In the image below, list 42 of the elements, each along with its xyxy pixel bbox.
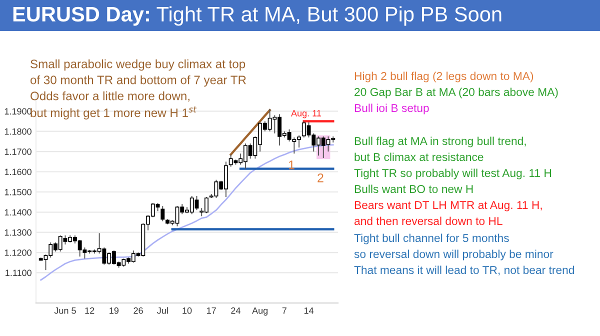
- x-tick-label: 7: [282, 308, 286, 314]
- text: That means it will lead to TR, not bear trend: [354, 266, 574, 276]
- text: 20 Gap Bar B at MA (20 bars above MA): [354, 88, 558, 98]
- x-tick-label: Aug: [252, 308, 268, 316]
- y-tick-label: 1.1700: [4, 148, 32, 155]
- text: and then reversal down to HL: [354, 216, 502, 226]
- candlestick: [160, 206, 165, 222]
- text: Tight bull channel for 5 months: [354, 234, 509, 244]
- annotation: 2: [318, 174, 324, 182]
- text: Tight TR so probably will test Aug. 11 H: [354, 168, 551, 180]
- x-tick-label: 17: [207, 308, 216, 314]
- annotation: Aug. 11: [291, 110, 322, 118]
- text: High 2 bull flag (2 legs down to MA): [354, 72, 534, 82]
- x-tick-label: 10: [182, 307, 192, 314]
- text: Bulls want BO to new H: [354, 184, 473, 194]
- y-tick-label: 1.1300: [4, 229, 32, 236]
- text: but B climax at resistance: [354, 152, 484, 162]
- y-tick-label: 1.1600: [4, 168, 32, 176]
- x-tick-label: Jul: [157, 307, 168, 314]
- text: of 30 month TR and bottom of 7 year TR: [30, 75, 246, 87]
- annotation: Odds favor a little more down,: [30, 91, 190, 102]
- text: Bull ioi B setup: [354, 104, 429, 114]
- text: Bull flag at MA in strong bull trend,: [354, 136, 526, 148]
- y-tick-label: 1.1100: [6, 270, 32, 276]
- text: so reversal down will probably be minor: [354, 250, 554, 260]
- x-tick-label: 24: [231, 307, 240, 314]
- text: Small parabolic wedge buy climax at top: [30, 59, 246, 71]
- x-tick-label: 14: [304, 308, 314, 314]
- x-tick-label: Jun 5: [54, 308, 76, 314]
- x-tick-label: 12: [85, 307, 94, 314]
- y-tick-label: 1.1200: [4, 249, 32, 256]
- y-tick-label: 1.1800: [4, 128, 32, 135]
- x-tick-label: 26: [134, 307, 143, 314]
- text: Bears want DT LH MTR at Aug. 11 H,: [354, 201, 542, 212]
- line-series: [230, 109, 271, 156]
- y-tick-label: 1.1400: [4, 209, 32, 216]
- y-tick-label: 1.1500: [4, 188, 32, 196]
- annotation: but might get 1 more new H 1$^{st}$: [30, 106, 197, 120]
- x-tick-label: 19: [110, 307, 119, 314]
- y-tick-label: 1.1900: [4, 108, 32, 115]
- annotation: 1: [288, 160, 294, 170]
- chart-title: EURUSD Day: Tight TR at MA, But 300 Pip PB Soon: [13, 6, 502, 26]
